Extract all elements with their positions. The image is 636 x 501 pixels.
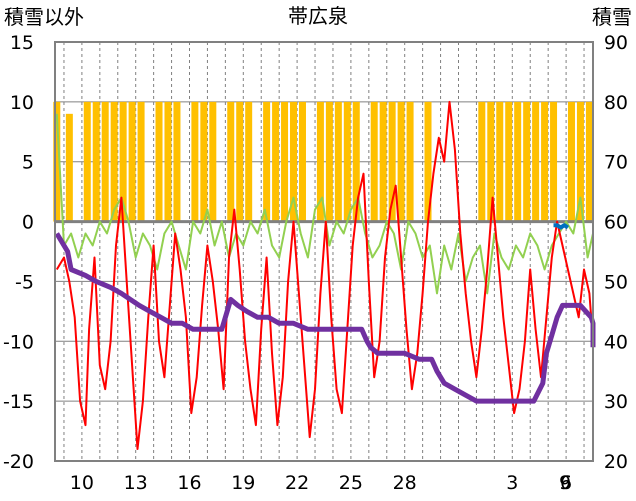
sunshine-bar [53,101,61,222]
right-tick-label: 80 [604,92,628,114]
sunshine-bar [191,101,199,222]
sunshine-bar [541,101,549,222]
sunshine-bar [290,101,298,222]
left-axis-label: 積雪以外 [4,5,84,29]
sunshine-bar [334,101,342,222]
x-tick-label: 6 [560,472,572,494]
left-tick-label: 10 [10,92,34,114]
sunshine-bar [424,101,432,222]
left-tick-label: 0 [22,212,34,234]
x-tick-label: 16 [177,472,201,494]
sunshine-bars [53,101,593,222]
sunshine-bar [119,101,127,222]
sunshine-bar [200,101,208,222]
sunshine-bar [550,101,558,222]
x-tick-label: 13 [124,472,148,494]
right-tick-label: 70 [604,152,628,174]
sunshine-bar [523,101,531,222]
sunshine-bar [397,101,405,222]
right-tick-label: 20 [604,451,628,473]
precipitation-line [553,223,570,230]
sunshine-bar [83,101,91,222]
sunshine-bar [585,101,593,222]
left-tick-label: 15 [10,32,34,54]
sunshine-bar [406,101,414,222]
sunshine-bar [110,101,118,222]
sunshine-bar [263,101,271,222]
left-tick-label: -5 [15,271,34,293]
sunshine-bar [272,101,280,222]
sunshine-bar [379,101,387,222]
sunshine-bar [496,101,504,222]
sunshine-bar [92,101,100,222]
x-tick-label: 3 [506,472,518,494]
x-axis-ticks: 10 13 16 19 22 25 28 3 69 [70,472,572,494]
x-tick-label: 10 [70,472,94,494]
left-axis-ticks: 15 10 5 0 -5 -10 -15 -20 [3,32,34,473]
left-tick-label: -20 [3,451,34,473]
sunshine-bar [478,101,486,222]
x-tick-label: 19 [231,472,255,494]
sunshine-bar [128,101,136,222]
x-tick-label: 9 [559,472,571,494]
sunshine-bar [487,101,495,222]
temperature-line [55,100,594,450]
sunshine-bar [532,101,540,222]
sunshine-bar [227,101,235,222]
right-tick-label: 90 [604,32,628,54]
sunshine-bar [388,101,396,222]
sunshine-bar [298,101,306,222]
sunshine-bar [343,101,351,222]
snow-depth-line [54,232,596,404]
sunshine-bar [576,101,584,222]
x-tick-label: 28 [393,472,417,494]
x-tick-label: 22 [285,472,309,494]
series-lines [54,100,596,450]
sunshine-bar [164,101,172,222]
chart-title: 帯広泉 [288,4,348,28]
sunshine-bar [567,101,575,222]
right-tick-label: 60 [604,212,628,234]
sunshine-bar [514,101,522,222]
sunshine-bar [325,101,333,222]
plot-frame [54,41,594,462]
sunshine-bar [209,101,217,222]
sunshine-bar [505,101,513,222]
left-tick-label: -15 [3,391,34,413]
sunshine-bar [352,101,360,222]
right-axis-label: 積雪 [592,5,632,29]
left-tick-label: 5 [22,152,34,174]
sunshine-bar [101,101,109,222]
sunshine-bar [137,101,145,222]
right-tick-label: 30 [604,391,628,413]
sunshine-bar [245,101,253,222]
right-axis-ticks: 90 80 70 60 50 40 30 20 [604,32,628,473]
sunshine-bar [370,101,378,222]
right-tick-label: 40 [604,331,628,353]
left-tick-label: -10 [3,331,34,353]
sunshine-bar [236,101,244,222]
right-tick-label: 50 [604,271,628,293]
x-tick-label: 25 [339,472,363,494]
sunshine-bar [173,101,181,222]
sunshine-bar [155,101,163,222]
sunshine-bar [316,101,324,222]
sunshine-bar [65,113,73,222]
sunshine-bar [281,101,289,222]
